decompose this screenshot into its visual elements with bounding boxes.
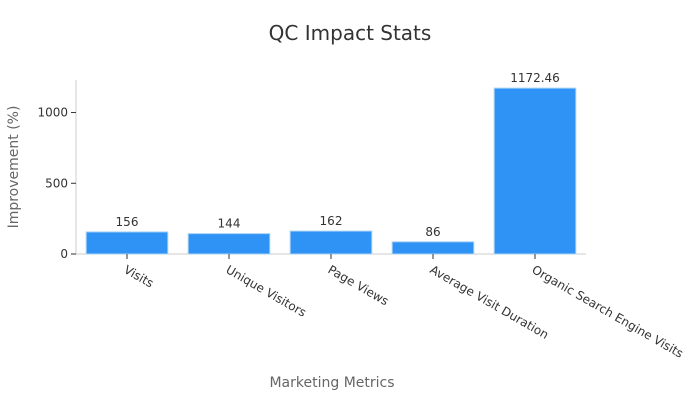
bars: 156 144 162 86 1172.46 bbox=[85, 71, 577, 255]
data-label: 86 bbox=[425, 225, 440, 239]
bar bbox=[289, 230, 373, 255]
y-axis-label: Improvement (%) bbox=[6, 106, 22, 229]
x-tick-label: Unique Visitors bbox=[224, 262, 309, 319]
bar bbox=[187, 233, 271, 255]
x-tick-label: Page Views bbox=[326, 262, 392, 308]
y-tick-label: 1000 bbox=[37, 106, 68, 120]
x-tick-label: Visits bbox=[122, 262, 157, 290]
x-ticks: Visits Unique Visitors Page Views Average V… bbox=[122, 254, 686, 361]
x-axis-label: Marketing Metrics bbox=[269, 375, 394, 391]
y-tick-label: 500 bbox=[45, 176, 68, 190]
bar bbox=[85, 231, 169, 255]
data-label: 1172.46 bbox=[510, 71, 560, 85]
data-label: 162 bbox=[320, 214, 343, 228]
bar bbox=[391, 241, 475, 255]
y-ticks: 0 500 1000 bbox=[37, 106, 76, 261]
bar bbox=[493, 87, 577, 255]
chart-title: QC Impact Stats bbox=[269, 21, 432, 45]
data-label: 144 bbox=[218, 217, 241, 231]
y-tick-label: 0 bbox=[60, 247, 68, 261]
x-tick-label: Organic Search Engine Visits bbox=[530, 262, 686, 360]
data-label: 156 bbox=[116, 215, 139, 229]
